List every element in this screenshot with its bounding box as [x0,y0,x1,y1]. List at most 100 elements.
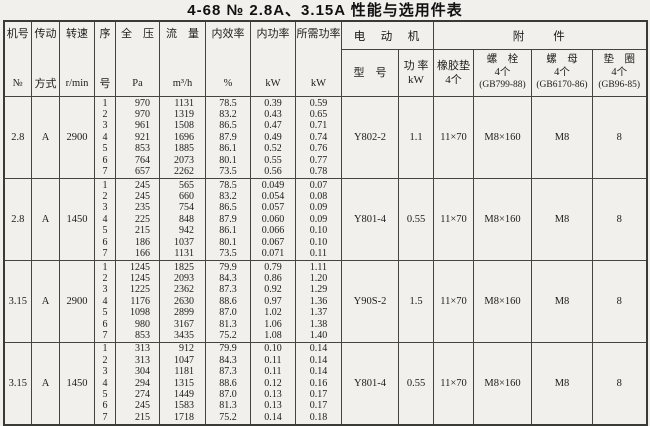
efficiency-value: 73.5 [219,165,237,177]
efficiency-value: 79.9 [219,343,237,355]
cell-motor-power: 0.55 [398,178,434,261]
flow-value: 2630 [174,295,194,307]
required-power-value: 0.78 [309,165,328,177]
pressure-value: 970 [135,97,150,109]
pressure-label: 全 压 [121,28,154,40]
cell-internal-power-list: 0.049 0.054 0.057 0.060 0.066 0.067 0.071 [250,178,296,261]
seq-value: 6 [102,318,108,330]
cell-flow-list: 1131 1319 1508 1696 1885 2073 2262 [159,96,206,179]
pressure-value: 657 [135,165,150,177]
washer-label: 垫 圈 [603,54,636,66]
cell-motor-model: Y802-2 [341,96,399,179]
required-power-value: 0.16 [309,377,328,389]
performance-selection-table: 机号 № 传动 方式 转速 r/min 序号 全 压 Pa 流 量 m³/h 内效率% 内… [2,20,648,426]
cell-internal-power-list: 0.79 0.86 0.92 0.97 1.02 1.06 1.08 [250,260,296,343]
seq-value: 2 [102,191,108,203]
cell-drive-mode: A [31,96,60,179]
cell-internal-power-list: 0.39 0.43 0.47 0.49 0.52 0.55 0.56 [250,96,296,179]
seq-label2: 号 [99,78,111,90]
pressure-value: 1225 [130,284,150,296]
pressure-value: 274 [135,388,150,400]
flow-value: 942 [179,225,194,237]
cell-drive-mode: A [31,342,60,425]
pressure-value: 235 [135,202,150,214]
cell-washer: 8 [592,260,647,343]
seq-value: 1 [102,343,108,355]
pressure-value: 245 [135,179,150,191]
efficiency-value: 78.5 [219,97,237,109]
internal-power-value: 0.057 [261,202,285,214]
required-power-value: 0.14 [309,354,328,366]
required-power-value: 0.65 [309,109,328,121]
seq-value: 1 [102,97,108,109]
flow-value: 1131 [174,97,194,109]
cell-required-power-list: 0.07 0.08 0.09 0.09 0.10 0.10 0.11 [295,178,342,261]
cell-motor-power: 0.55 [398,342,434,425]
flow-value: 848 [179,213,194,225]
efficiency-value: 81.3 [219,318,237,330]
flow-value: 1315 [174,377,194,389]
drive-mode-label: 传动 [34,28,57,40]
cell-nut: M8 [531,178,593,261]
seq-value: 6 [102,400,108,412]
efficiency-value: 86.1 [219,143,237,155]
cell-bolt: M8×160 [473,342,532,425]
nut-standard: (GB6170-86) [536,80,588,91]
seq-value: 7 [102,329,108,341]
efficiency-value: 80.1 [219,154,237,166]
nut-qty: 4个 [554,66,570,78]
cell-washer: 8 [592,96,647,179]
cell-washer: 8 [592,178,647,261]
seq-value: 5 [102,388,108,400]
cell-motor-model: Y801-4 [341,342,399,425]
efficiency-value: 78.5 [219,179,237,191]
flow-value: 1696 [174,131,194,143]
cell-speed: 2900 [59,260,95,343]
bolt-qty: 4个 [494,66,511,78]
efficiency-unit: % [223,78,233,89]
header-row-group: 机号 № 传动 方式 转速 r/min 序号 全 压 Pa 流 量 m³/h 内效率% 内… [3,20,647,97]
cell-bolt: M8×160 [473,96,532,179]
seq-value: 5 [102,143,108,155]
internal-power-value: 0.071 [261,247,285,259]
flow-value: 2073 [174,154,194,166]
required-power-value: 0.17 [309,400,328,412]
pressure-value: 186 [135,236,150,248]
efficiency-value: 73.5 [219,247,237,259]
col-header-pressure: 全 压 Pa [115,20,160,97]
required-power-value: 1.38 [309,318,328,330]
internal-power-value: 0.066 [261,225,285,237]
flow-value: 1131 [174,247,194,259]
required-power-value: 1.29 [309,284,328,296]
flow-value: 2899 [174,307,194,319]
required-power-value: 0.74 [309,131,328,143]
seq-value: 2 [102,109,108,121]
internal-power-value: 0.12 [264,377,282,389]
motor-power-label: 功 率 [403,60,429,73]
cell-efficiency-list: 79.9 84.3 87.3 88.6 87.0 81.3 75.2 [205,260,251,343]
pressure-value: 1176 [130,295,150,307]
motor-power-unit: kW [408,74,424,87]
efficiency-value: 87.9 [219,131,237,143]
bolt-label: 螺 栓 [486,54,519,66]
efficiency-value: 87.9 [219,213,237,225]
flow-value: 1825 [174,261,194,273]
efficiency-value: 88.6 [219,377,237,389]
col-header-internal-power: 内功率 kW [250,20,296,97]
pressure-value: 980 [135,318,150,330]
internal-power-value: 0.11 [264,366,282,378]
table-header: 机号 № 传动 方式 转速 r/min 序号 全 压 Pa 流 量 m³/h 内效率% 内… [3,20,647,97]
cell-nut: M8 [531,342,593,425]
cell-drive-mode: A [31,178,60,261]
cell-machine-no: 3.15 [3,342,32,425]
required-power-value: 0.10 [309,225,328,237]
rubber-pad-label: 橡胶垫 [437,60,470,73]
seq-value: 3 [102,202,108,214]
cell-bolt: M8×160 [473,260,532,343]
pressure-value: 961 [135,120,150,132]
drive-mode-label2: 方式 [34,78,57,90]
pressure-value: 245 [135,191,150,203]
